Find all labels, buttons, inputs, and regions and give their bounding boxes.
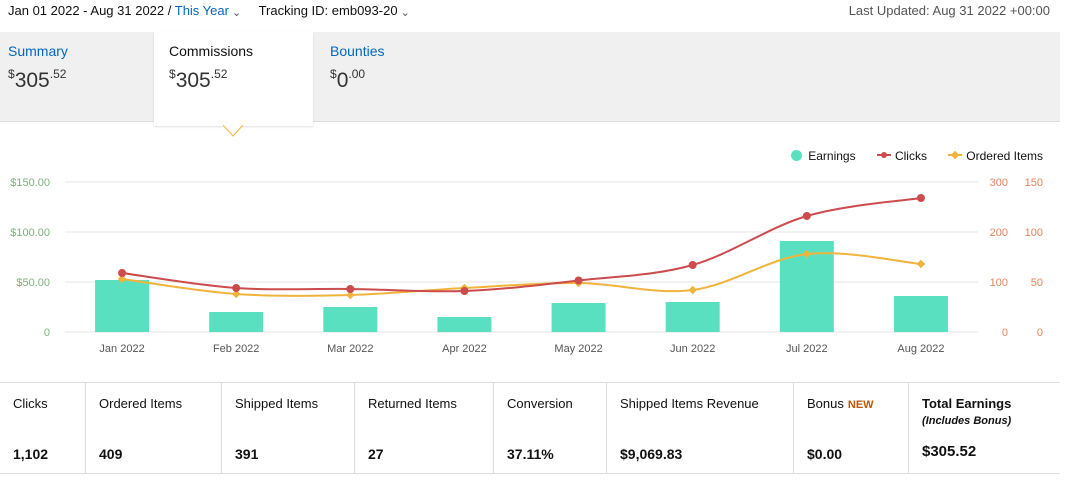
stat-value: $9,069.83 bbox=[620, 446, 683, 462]
earnings-bar bbox=[209, 312, 264, 332]
tab-commissions[interactable]: Commissions $305.52 bbox=[154, 32, 313, 126]
tab-commissions-label: Commissions bbox=[169, 43, 254, 59]
chevron-down-icon[interactable]: ⌄ bbox=[400, 7, 410, 19]
tab-summary[interactable]: Summary $305.52 bbox=[8, 32, 68, 122]
ordered-items-swatch-icon bbox=[948, 150, 963, 160]
earnings-bar bbox=[323, 307, 378, 332]
stat-total-earnings: Total Earnings (Includes Bonus) $305.52 bbox=[909, 383, 1060, 473]
tracking-id-dropdown[interactable]: emb093-20 bbox=[331, 3, 398, 18]
stats-table: Clicks 1,102 Ordered Items 409 Shipped I… bbox=[0, 382, 1060, 474]
stat-label: Returned Items bbox=[368, 396, 457, 411]
tab-bounties-amount: $0.00 bbox=[330, 67, 366, 92]
tab-summary-amount: $305.52 bbox=[8, 67, 67, 92]
tracking-label: Tracking ID: bbox=[258, 3, 329, 18]
legend-clicks[interactable]: Clicks bbox=[876, 149, 927, 163]
stat-label: Bonus NEW bbox=[807, 396, 874, 411]
date-range: Jan 01 2022 - Aug 31 2022 / bbox=[8, 3, 172, 18]
stat-value: 1,102 bbox=[13, 446, 49, 462]
clicks-point bbox=[802, 212, 811, 220]
x-axis-tick-label: Feb 2022 bbox=[213, 343, 259, 355]
stat-returned-items: Returned Items 27 bbox=[355, 383, 494, 473]
clicks-point bbox=[460, 287, 469, 295]
clicks-point bbox=[346, 285, 355, 293]
ordered-items-point bbox=[688, 285, 697, 295]
top-bar: Jan 01 2022 - Aug 31 2022 / This Year ⌄ T… bbox=[0, 0, 1069, 32]
right-axis-1-tick-label: 200 bbox=[990, 227, 1008, 239]
chart-legend: Earnings Clicks Ordered Items bbox=[773, 149, 1043, 163]
left-axis-tick-label: $50.00 bbox=[16, 277, 50, 289]
stat-value: $305.52 bbox=[922, 443, 977, 460]
earnings-bar bbox=[665, 302, 720, 332]
ordered-items-point bbox=[346, 290, 355, 300]
stat-shipped-items-revenue: Shipped Items Revenue $9,069.83 bbox=[607, 383, 794, 473]
clicks-point bbox=[574, 276, 583, 285]
right-axis-1-tick-label: 300 bbox=[990, 177, 1008, 189]
right-axis-2-tick-label: 50 bbox=[1031, 277, 1043, 289]
stat-label: Conversion bbox=[507, 396, 573, 411]
right-axis-1-tick-label: 0 bbox=[1002, 327, 1008, 339]
clicks-point bbox=[232, 284, 241, 292]
earnings-swatch-icon bbox=[791, 150, 803, 161]
legend-ordered-items[interactable]: Ordered Items bbox=[948, 149, 1043, 163]
x-axis-tick-label: Jan 2022 bbox=[99, 343, 144, 355]
filter-bar: Jan 01 2022 - Aug 31 2022 / This Year ⌄ T… bbox=[8, 3, 424, 19]
clicks-line bbox=[121, 197, 922, 293]
left-axis-tick-label: 0 bbox=[44, 327, 50, 339]
stat-bonus: Bonus NEW $0.00 bbox=[794, 383, 909, 473]
clicks-point bbox=[688, 261, 697, 269]
stat-label: Shipped Items bbox=[235, 396, 319, 411]
stat-shipped-items: Shipped Items 391 bbox=[222, 383, 355, 473]
earnings-chart: $150.00 300 150 $100.00 200 100 $50.00 100 50 0 0 0… bbox=[0, 122, 1060, 382]
stat-label: Total Earnings bbox=[922, 396, 1012, 411]
stat-value: 37.11% bbox=[507, 446, 554, 462]
earnings-bar bbox=[893, 296, 948, 332]
ordered-items-point bbox=[117, 274, 127, 284]
stat-value: 391 bbox=[235, 446, 259, 462]
active-tab-pointer-icon bbox=[223, 125, 243, 137]
earnings-tabs: Summary $305.52 Commissions $305.52 Boun… bbox=[0, 32, 1060, 126]
new-badge: NEW bbox=[847, 399, 874, 411]
ordered-items-line bbox=[121, 252, 922, 297]
left-axis-tick-label: $150.00 bbox=[10, 177, 50, 189]
period-dropdown[interactable]: This Year bbox=[174, 3, 229, 18]
clicks-point bbox=[118, 269, 127, 277]
clicks-swatch-icon bbox=[876, 150, 891, 160]
earnings-bar bbox=[95, 280, 150, 332]
right-axis-1-tick-label: 100 bbox=[990, 277, 1008, 289]
stat-label: Clicks bbox=[13, 396, 48, 411]
stat-value: $0.00 bbox=[807, 446, 843, 462]
tab-summary-label: Summary bbox=[8, 43, 68, 59]
tab-bounties[interactable]: Bounties $0.00 bbox=[330, 32, 384, 122]
ordered-items-point bbox=[231, 289, 241, 299]
stat-sublabel: (Includes Bonus) bbox=[922, 415, 1012, 427]
x-axis-tick-label: Jul 2022 bbox=[786, 343, 828, 355]
tab-commissions-amount: $305.52 bbox=[169, 67, 228, 92]
stat-clicks: Clicks 1,102 bbox=[0, 383, 86, 473]
x-axis-tick-label: May 2022 bbox=[554, 343, 602, 355]
left-axis-tick-label: $100.00 bbox=[10, 227, 50, 239]
right-axis-2-tick-label: 0 bbox=[1037, 327, 1043, 339]
x-axis-tick-label: Jun 2022 bbox=[670, 343, 715, 355]
stat-label: Ordered Items bbox=[99, 396, 183, 411]
stat-ordered-items: Ordered Items 409 bbox=[86, 383, 222, 473]
ordered-items-point bbox=[916, 259, 926, 269]
x-axis-tick-label: Aug 2022 bbox=[897, 343, 944, 355]
tab-bounties-label: Bounties bbox=[330, 43, 385, 59]
chevron-down-icon[interactable]: ⌄ bbox=[231, 7, 242, 19]
x-axis-tick-label: Mar 2022 bbox=[327, 343, 373, 355]
right-axis-2-tick-label: 150 bbox=[1025, 177, 1043, 189]
earnings-bar bbox=[437, 317, 492, 332]
stat-label: Shipped Items Revenue bbox=[620, 396, 759, 411]
legend-earnings[interactable]: Earnings bbox=[791, 149, 856, 163]
clicks-point bbox=[916, 194, 925, 202]
right-axis-2-tick-label: 100 bbox=[1025, 227, 1043, 239]
chart-svg: $150.00 300 150 $100.00 200 100 $50.00 100 50 0 0 0… bbox=[10, 177, 1043, 355]
x-axis-tick-label: Apr 2022 bbox=[442, 343, 487, 355]
last-updated: Last Updated: Aug 31 2022 +00:00 bbox=[848, 3, 1050, 18]
earnings-bar bbox=[551, 303, 606, 332]
stat-conversion: Conversion 37.11% bbox=[494, 383, 607, 473]
stat-value: 409 bbox=[99, 446, 123, 462]
stat-value: 27 bbox=[368, 446, 384, 462]
